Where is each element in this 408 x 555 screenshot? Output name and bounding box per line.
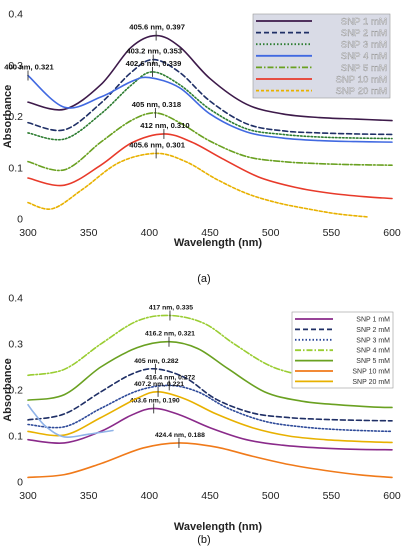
y-tick-label: 0.4: [8, 293, 23, 305]
series-line: [27, 367, 393, 422]
legend-entry: SNP 2 mM: [356, 327, 390, 334]
legend-entry: SNP 1 mM: [356, 316, 390, 323]
peak-label: 417 nm, 0.335: [149, 304, 193, 311]
y-tick-label: 0: [17, 477, 23, 489]
x-tick-label: 350: [80, 227, 98, 239]
y-axis-label: Absorbance: [2, 85, 14, 149]
x-tick-label: 450: [201, 227, 219, 239]
x-tick-label: 550: [323, 490, 341, 502]
peak-label: 405 nm, 0.318: [132, 100, 181, 109]
peak-label: 416.2 nm, 0.321: [145, 331, 195, 338]
peak-label: 403.6 nm, 0.190: [130, 397, 180, 404]
legend-entry: SNP 2 mM: [341, 28, 387, 39]
series-line: [27, 74, 393, 143]
x-tick-label: 600: [383, 227, 401, 239]
y-tick-label: 0.2: [8, 111, 23, 123]
legend-entry: SNP 3 mM: [356, 337, 390, 344]
peak-label: 412 nm, 0.310: [140, 121, 189, 130]
x-axis-label: Wavelength (nm): [174, 521, 263, 533]
series-line: [27, 71, 393, 141]
x-tick-label: 300: [19, 490, 37, 502]
peak-label: 403.2 nm, 0.353: [126, 47, 182, 56]
peak-label: 402.6 nm, 0.339: [126, 59, 182, 68]
legend: SNP 1 mM SNP 2 mM SNP 3 mM SNP 4 mM SNP 5 mM…: [291, 311, 394, 389]
legend-entry: SNP 3 mM: [341, 40, 387, 51]
y-tick-label: 0: [17, 214, 23, 226]
legend-entry: SNP 1 mM: [341, 16, 387, 27]
peak-label: 416.4 nm, 0.272: [145, 374, 195, 381]
peak-label: 405 nm, 0.282: [134, 358, 178, 365]
peak-label: 424.4 nm, 0.188: [155, 432, 205, 439]
legend-entry: SNP 10 mM: [352, 368, 390, 375]
x-tick-label: 450: [201, 490, 219, 502]
x-tick-label: 400: [141, 490, 159, 502]
series-line: [27, 58, 393, 136]
panel-b: 0 0.1 0.2 0.3 0.4 300 350 400 450 500 550 600 Wavele…: [2, 293, 401, 547]
series-line: [27, 152, 369, 218]
y-tick-label: 0.3: [8, 60, 23, 72]
panel-caption: (a): [197, 273, 210, 285]
legend-entry: SNP 20 mM: [352, 379, 390, 386]
peak-label: 400 nm, 0.321: [4, 63, 54, 72]
y-tick-label: 0.1: [8, 162, 23, 174]
legend-entry: SNP 4 mM: [341, 51, 387, 62]
legend-entry: SNP 4 mM: [356, 348, 390, 355]
x-tick-label: 500: [262, 227, 280, 239]
x-tick-label: 500: [262, 490, 280, 502]
x-axis-label: Wavelength (nm): [174, 237, 263, 249]
legend-entry: SNP 5 mM: [356, 358, 390, 365]
series-line: [27, 34, 393, 122]
series-line: [27, 340, 393, 409]
x-tick-label: 350: [80, 490, 98, 502]
panel-a: 0 0.1 0.2 0.3 0.4 300 350 400 450 500 550 600 Wavele…: [2, 9, 401, 286]
y-tick-label: 0.1: [8, 431, 23, 443]
series-line: [27, 403, 114, 438]
series-line: [27, 112, 393, 172]
peak-label: 407.2 nm, 0.221: [134, 381, 184, 388]
y-axis-label: Absorbance: [2, 358, 14, 422]
y-tick-label: 0.4: [8, 9, 23, 21]
series-line: [27, 384, 393, 433]
peak-label: 405.6 nm, 0.397: [129, 23, 185, 32]
peak-label: 405.6 nm, 0.301: [129, 140, 186, 149]
series-line: [27, 391, 393, 444]
x-tick-label: 600: [383, 490, 401, 502]
legend-entry: SNP 5 mM: [341, 63, 387, 74]
panel-caption: (b): [197, 534, 210, 546]
x-tick-label: 550: [323, 227, 341, 239]
legend-entry: SNP 10 mM: [335, 74, 387, 85]
legend-entry: SNP 20 mM: [335, 86, 387, 97]
y-tick-label: 0.3: [8, 339, 23, 351]
y-tick-label: 0.2: [8, 385, 23, 397]
x-tick-label: 300: [19, 227, 37, 239]
series-line: [27, 442, 393, 479]
x-tick-label: 400: [141, 227, 159, 239]
series-line: [27, 133, 393, 200]
